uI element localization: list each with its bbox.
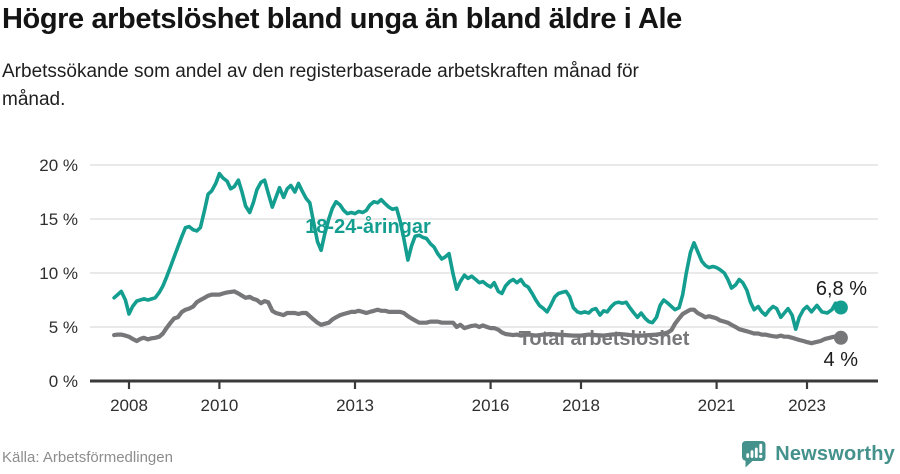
x-axis: [90, 379, 878, 389]
y-tick-label-15: 15 %: [39, 210, 78, 229]
y-tick-label-0: 0 %: [49, 372, 78, 391]
x-tick-label-2010: 2010: [200, 396, 238, 415]
newsworthy-logo-icon: [742, 441, 766, 468]
chart-title: Högre arbetslöshet bland unga än bland ä…: [2, 3, 682, 35]
series-label-18-24: 18-24-åringar: [305, 215, 431, 238]
series-end-dot-18-24: [833, 300, 848, 315]
series-end-dot-total: [833, 330, 848, 345]
series-lines: [111, 171, 848, 346]
line-chart: 0 % 5 % 10 % 15 % 20 % 2008 2010 2013 2016 2018 20…: [39, 156, 878, 415]
x-tick-label-2016: 2016: [472, 396, 510, 415]
y-tick-label-10: 10 %: [39, 264, 78, 283]
x-tick-label-2008: 2008: [110, 396, 148, 415]
gridlines: [90, 164, 878, 328]
x-tick-label-2023: 2023: [788, 396, 826, 415]
brand-name: Newsworthy: [775, 442, 895, 465]
series-line-total: [111, 289, 844, 346]
chart-subtitle: Arbetssökande som andel av den registerb…: [2, 61, 639, 110]
x-tick-label-2013: 2013: [336, 396, 374, 415]
x-tick-label-2021: 2021: [698, 396, 736, 415]
y-tick-label-20: 20 %: [39, 156, 78, 175]
axis-tick-labels: 0 % 5 % 10 % 15 % 20 % 2008 2010 2013 2016 2018 20…: [39, 156, 826, 415]
series-label-total: Total arbetslöshet: [519, 328, 690, 350]
end-value-label-total: 4 %: [824, 349, 859, 371]
series-line-18-24: [112, 171, 843, 331]
x-tick-label-2018: 2018: [562, 396, 600, 415]
source-note: Källa: Arbetsförmedlingen: [2, 449, 173, 466]
end-value-label-18-24: 6,8 %: [816, 278, 867, 300]
brand-logo: Newsworthy: [740, 440, 895, 468]
y-tick-label-5: 5 %: [49, 318, 78, 337]
